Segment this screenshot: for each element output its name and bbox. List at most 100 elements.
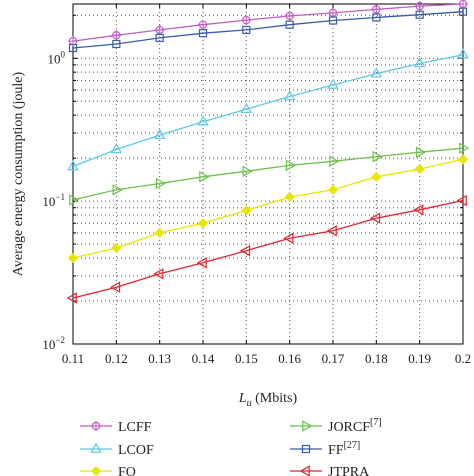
data-point-jorcf — [285, 159, 297, 172]
data-point-jtpra — [66, 292, 77, 304]
data-point-jorcf — [372, 150, 383, 163]
series-line-fo — [72, 158, 464, 259]
series-line-ff — [72, 11, 464, 49]
data-point-fo — [457, 154, 469, 165]
series-group — [66, 0, 470, 304]
data-point-jtpra — [456, 194, 467, 207]
legend-marker — [301, 444, 311, 454]
legend-item-jorcf: JORCF[7] — [290, 417, 382, 435]
data-point-jtpra — [153, 268, 164, 280]
legend-label: LCFF — [118, 420, 152, 435]
data-point-jtpra — [283, 232, 294, 244]
grid — [73, 4, 463, 344]
data-point-jorcf — [415, 146, 427, 158]
data-point-lcff — [414, 1, 425, 12]
series-jtpra — [66, 194, 467, 304]
data-point-jorcf — [155, 177, 167, 190]
series-line-lcff — [72, 3, 464, 42]
x-tick-label: 0.18 — [365, 351, 388, 366]
data-point-jtpra — [369, 212, 381, 224]
x-tick-label: 0.2 — [455, 351, 471, 366]
x-axis-title-main: L — [238, 391, 247, 406]
legend-marker — [302, 420, 313, 432]
tick-labels: 0.11 0.12 0.13 0.14 0.15 0.16 0.17 0.18 0.19 0.2 1… — [42, 49, 471, 366]
data-point-lcof — [370, 67, 383, 78]
data-point-ff — [198, 29, 208, 38]
series-lcof — [67, 48, 469, 171]
legend-marker — [90, 465, 102, 476]
data-point-fo — [111, 242, 122, 254]
data-point-lcff — [371, 4, 382, 15]
series-lcff — [68, 0, 468, 47]
data-point-jorcf — [69, 194, 80, 206]
data-point-lcff — [328, 7, 338, 18]
legend-item-lcof: LCOF — [80, 442, 154, 458]
data-point-jorcf — [242, 165, 253, 177]
series-line-lcof — [72, 54, 464, 168]
y-tick-label: 100 — [48, 49, 66, 66]
legend-label: LCOF — [118, 443, 154, 458]
data-point-jorcf — [329, 155, 340, 168]
legend-item-ff: FF[27] — [290, 440, 360, 458]
x-tick-label: 0.11 — [62, 351, 84, 366]
data-point-ff — [155, 33, 164, 42]
legend-label: FF[27] — [328, 440, 360, 458]
data-point-jorcf — [459, 142, 470, 154]
data-point-fo — [241, 205, 252, 216]
legend-marker — [299, 465, 310, 476]
legend-marker — [91, 421, 101, 431]
legend: LCFF LCOF FO JORCF[7] FF[27] JTPRA — [80, 417, 382, 476]
y-axis-title: Average energy consumption (joule) — [11, 71, 26, 276]
data-point-lcof — [283, 90, 296, 101]
plot-area — [72, 3, 464, 345]
x-tick-label: 0.14 — [192, 351, 215, 366]
data-point-fo — [67, 252, 79, 264]
data-point-ff — [372, 13, 381, 22]
data-point-ff — [328, 16, 338, 25]
x-axis-title-subscript: u — [247, 398, 252, 409]
data-point-lcof — [110, 143, 123, 154]
axis-ticks — [72, 4, 464, 344]
legend-label: JORCF[7] — [328, 417, 382, 435]
x-tick-label: 0.15 — [235, 351, 258, 366]
legend-item-fo: FO — [80, 465, 136, 476]
x-tick-label: 0.19 — [408, 351, 431, 366]
legend-item-lcff: LCFF — [80, 420, 152, 435]
data-point-fo — [197, 218, 209, 229]
data-point-jtpra — [109, 281, 121, 293]
data-point-lcof — [327, 78, 339, 89]
series-ff — [68, 7, 468, 53]
data-point-ff — [415, 10, 424, 19]
data-point-lcff — [154, 24, 165, 35]
data-point-fo — [154, 227, 165, 238]
data-point-jorcf — [199, 171, 210, 183]
data-point-fo — [284, 191, 295, 203]
data-point-ff — [68, 43, 78, 53]
x-tick-label: 0.12 — [105, 351, 128, 366]
data-point-lcff — [284, 10, 295, 21]
x-tick-label: 0.16 — [278, 351, 301, 366]
data-point-lcof — [457, 48, 469, 59]
data-point-lcff — [198, 19, 208, 30]
data-point-lcof — [67, 160, 79, 171]
legend-marker — [90, 442, 102, 453]
data-point-ff — [242, 25, 251, 35]
data-point-jorcf — [112, 184, 123, 196]
x-tick-label: 0.13 — [148, 351, 171, 366]
data-point-lcff — [241, 15, 252, 26]
data-point-lcff — [111, 30, 122, 41]
data-point-lcof — [197, 115, 209, 126]
x-axis-title: Lu (Mbits) — [238, 391, 298, 409]
data-point-ff — [458, 7, 468, 16]
legend-item-jtpra: JTPRA — [290, 465, 370, 476]
legend-label: JTPRA — [328, 465, 370, 476]
data-point-fo — [371, 171, 382, 182]
data-point-ff — [112, 39, 121, 49]
data-point-jtpra — [239, 244, 251, 257]
data-point-lcof — [240, 102, 253, 114]
x-tick-label: 0.17 — [322, 351, 345, 366]
data-point-jtpra — [413, 204, 424, 216]
legend-label: FO — [118, 465, 136, 476]
series-fo — [67, 154, 469, 264]
